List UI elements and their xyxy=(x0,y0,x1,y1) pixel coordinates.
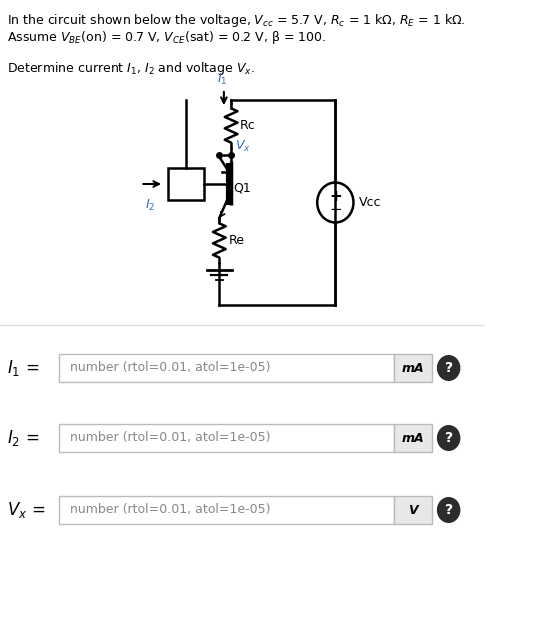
Text: number (rtol=0.01, atol=1e-05): number (rtol=0.01, atol=1e-05) xyxy=(70,431,270,444)
Text: ?: ? xyxy=(445,503,453,518)
Bar xyxy=(167,168,204,200)
Text: Re: Re xyxy=(228,234,244,247)
Text: $I_1$ =: $I_1$ = xyxy=(7,358,40,378)
Text: $\mathit{I_1}$: $\mathit{I_1}$ xyxy=(217,72,227,87)
Bar xyxy=(59,424,394,452)
Text: $\mathit{I_2}$: $\mathit{I_2}$ xyxy=(145,198,155,213)
Text: ?: ? xyxy=(445,431,453,445)
Circle shape xyxy=(437,425,461,451)
Bar xyxy=(394,496,432,524)
Circle shape xyxy=(437,355,461,381)
Text: −: − xyxy=(329,202,342,217)
Text: mA: mA xyxy=(402,431,425,444)
Bar xyxy=(59,496,394,524)
Text: Assume $V_{BE}$(on) = 0.7 V, $V_{CE}$(sat) = 0.2 V, β = 100.: Assume $V_{BE}$(on) = 0.7 V, $V_{CE}$(sa… xyxy=(7,29,326,46)
Bar xyxy=(394,354,432,382)
Text: In the circuit shown below the voltage, $V_{cc}$ = 5.7 V, $R_c$ = 1 kΩ, $R_E$ = : In the circuit shown below the voltage, … xyxy=(7,12,466,29)
Text: ?: ? xyxy=(445,362,453,376)
Text: number (rtol=0.01, atol=1e-05): number (rtol=0.01, atol=1e-05) xyxy=(70,362,270,375)
Bar xyxy=(59,354,394,382)
Text: $I_2$ =: $I_2$ = xyxy=(7,428,40,448)
Text: $V_x$ =: $V_x$ = xyxy=(7,500,45,520)
Text: V: V xyxy=(409,503,418,516)
Text: Determine current $I_1$, $I_2$ and voltage $V_x$.: Determine current $I_1$, $I_2$ and volta… xyxy=(7,60,255,77)
Text: Rc: Rc xyxy=(240,119,256,132)
Text: Q1: Q1 xyxy=(233,181,251,194)
Bar xyxy=(394,424,432,452)
Text: Vcc: Vcc xyxy=(359,196,381,209)
Text: $\mathit{V_x}$: $\mathit{V_x}$ xyxy=(235,139,250,154)
Text: +: + xyxy=(329,189,342,204)
Circle shape xyxy=(437,497,461,523)
Text: number (rtol=0.01, atol=1e-05): number (rtol=0.01, atol=1e-05) xyxy=(70,503,270,516)
Text: mA: mA xyxy=(402,362,425,375)
